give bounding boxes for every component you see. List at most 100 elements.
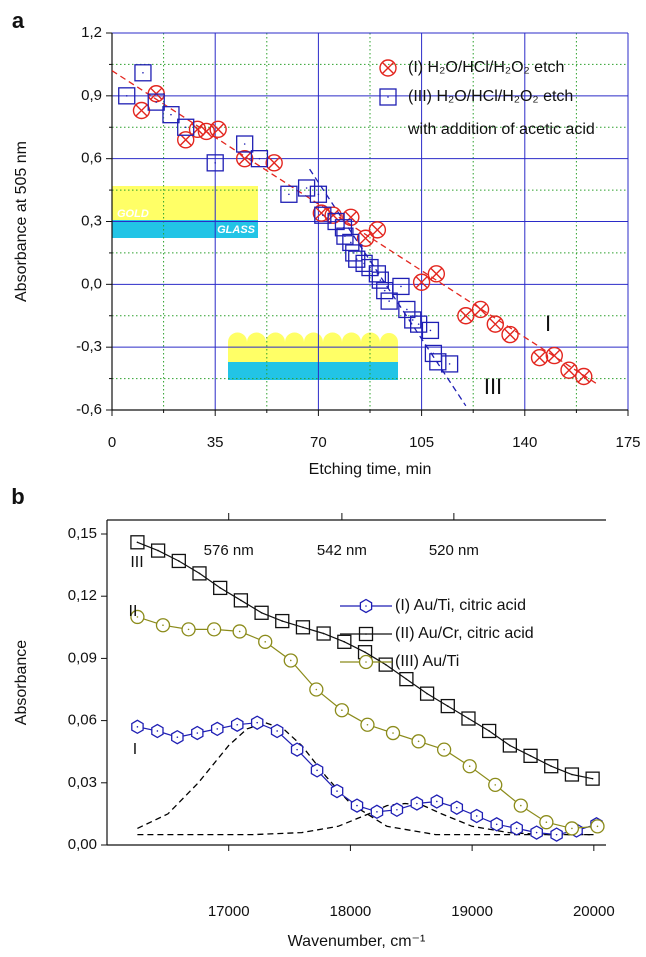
marker-dot: [289, 659, 292, 662]
data-point: [564, 767, 580, 782]
marker-dot: [305, 187, 308, 189]
marker-dot: [366, 723, 369, 726]
marker-dot: [426, 692, 428, 695]
data-point: [334, 703, 350, 718]
x-tick-label: 20000: [573, 903, 615, 920]
data-point: [368, 265, 387, 283]
data-point: [177, 118, 195, 136]
marker-dot: [446, 705, 449, 707]
marker-cross: [381, 61, 395, 75]
marker-square: [316, 626, 331, 641]
legend-label: (I) H₂O/HCl/H₂O₂ etch: [408, 59, 564, 76]
marker-dot: [387, 96, 389, 98]
marker-dot: [296, 748, 298, 751]
marker-square: [564, 767, 580, 782]
data-point: [250, 715, 264, 730]
marker-cross: [359, 232, 372, 245]
data-point: [181, 622, 196, 637]
data-point: [213, 580, 228, 596]
marker-dot: [437, 361, 439, 363]
data-point: [310, 763, 324, 778]
data-point: [399, 671, 414, 687]
data-point: [410, 796, 424, 811]
marker-dot: [236, 723, 239, 726]
data-point: [132, 101, 151, 120]
marker-dot: [302, 626, 304, 629]
curve-label: II: [129, 603, 138, 620]
data-point: [488, 777, 503, 793]
series-line: [137, 722, 597, 836]
marker-dot: [535, 831, 538, 834]
marker-dot: [365, 661, 367, 663]
legend-marker: [358, 654, 374, 670]
marker-square: [440, 355, 459, 373]
marker-dot: [571, 827, 573, 830]
data-point: [523, 748, 538, 763]
y-axis-label: Absorbance: [13, 640, 30, 725]
data-point: [197, 122, 216, 141]
marker-dot: [176, 736, 179, 738]
data-point: [545, 346, 563, 365]
marker-dot: [343, 641, 346, 643]
marker-dot: [260, 611, 263, 614]
data-point: [254, 605, 269, 620]
y-tick-label: 0,00: [68, 836, 97, 853]
marker-square: [171, 553, 186, 569]
marker-dot: [555, 833, 558, 836]
marker-dot: [156, 730, 159, 732]
marker-square: [342, 233, 360, 252]
data-point: [342, 233, 360, 252]
marker-dot: [392, 732, 394, 734]
marker-dot: [240, 599, 242, 602]
y-tick-label: 0,9: [81, 87, 102, 104]
data-point: [590, 819, 605, 834]
data-point: [440, 355, 459, 373]
marker-dot: [509, 744, 511, 747]
marker-dot: [136, 541, 139, 544]
marker-dot: [184, 126, 187, 129]
legend-note: with addition of acetic acid: [407, 121, 595, 138]
marker-dot: [214, 162, 216, 164]
data-point: [368, 221, 387, 239]
marker-square: [345, 244, 363, 262]
y-tick-label: 0,12: [68, 587, 97, 604]
marker-dot: [243, 143, 246, 145]
marker-ring: [356, 229, 375, 247]
marker-dot: [495, 823, 498, 826]
marker-square: [379, 88, 397, 106]
x-tick-label: 35: [207, 434, 224, 451]
legend-marker: [359, 598, 373, 614]
marker-cross: [371, 223, 384, 237]
data-point: [155, 618, 171, 633]
data-point: [412, 273, 431, 291]
inset-etched: [228, 332, 398, 380]
data-point: [345, 244, 363, 262]
marker-square: [162, 106, 180, 124]
data-point: [162, 106, 180, 124]
marker-dot: [488, 730, 490, 732]
data-point: [530, 348, 549, 367]
top-tick-label: 542 nm: [317, 542, 367, 559]
marker-dot: [416, 802, 418, 805]
marker-dot: [350, 241, 352, 244]
data-point: [134, 64, 152, 82]
data-point: [356, 229, 375, 247]
marker-cross: [503, 328, 517, 341]
marker-dot: [213, 628, 215, 631]
marker-ring: [197, 122, 216, 141]
data-point: [371, 271, 389, 289]
data-point: [471, 300, 490, 319]
marker-dot: [364, 651, 366, 653]
marker-dot: [317, 193, 320, 196]
data-point: [390, 802, 404, 818]
y-tick-label: 0,3: [81, 212, 102, 229]
marker-dot: [315, 688, 318, 691]
data-point: [177, 131, 195, 149]
marker-square: [355, 254, 373, 273]
marker-square: [378, 657, 393, 672]
marker-dot: [529, 755, 532, 757]
panel-label: a: [12, 8, 25, 33]
marker-ring: [427, 265, 446, 283]
x-tick-label: 105: [409, 434, 434, 451]
fit-line: [137, 802, 594, 836]
